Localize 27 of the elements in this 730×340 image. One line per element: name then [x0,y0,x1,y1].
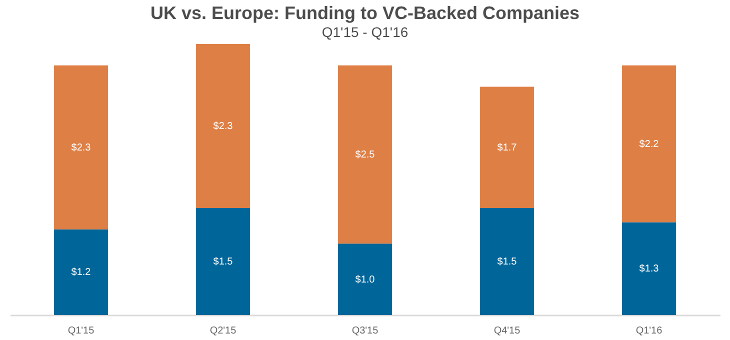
bar [54,229,108,315]
bar [480,208,534,315]
data-label: $1.2 [71,267,92,278]
data-label: $2.3 [71,142,92,154]
x-tick-label: Q2'15 [210,326,237,336]
data-label: $1.5 [497,256,518,268]
bar [480,86,534,208]
x-tick-label: Q1'15 [68,326,95,336]
x-tick-label: Q3'15 [352,326,379,336]
bar [622,222,676,315]
data-label: $2.2 [639,138,660,150]
data-label: $1.3 [639,264,660,275]
data-label: $2.3 [213,121,234,132]
data-label: $1.0 [355,274,376,286]
bar [196,208,250,315]
bar [338,244,392,315]
bar [54,65,108,230]
data-label: $1.7 [497,142,518,154]
bar [622,65,676,222]
bar [338,65,392,244]
chart-subtitle: Q1'15 - Q1'16 [322,24,408,40]
bar [196,44,250,208]
chart-title: UK vs. Europe: Funding to VC-Backed Companies [150,3,580,23]
x-tick-label: Q4'15 [494,326,521,336]
data-label: $1.5 [213,256,234,268]
x-tick-label: Q1'16 [636,326,663,336]
data-label: $2.5 [355,150,376,161]
